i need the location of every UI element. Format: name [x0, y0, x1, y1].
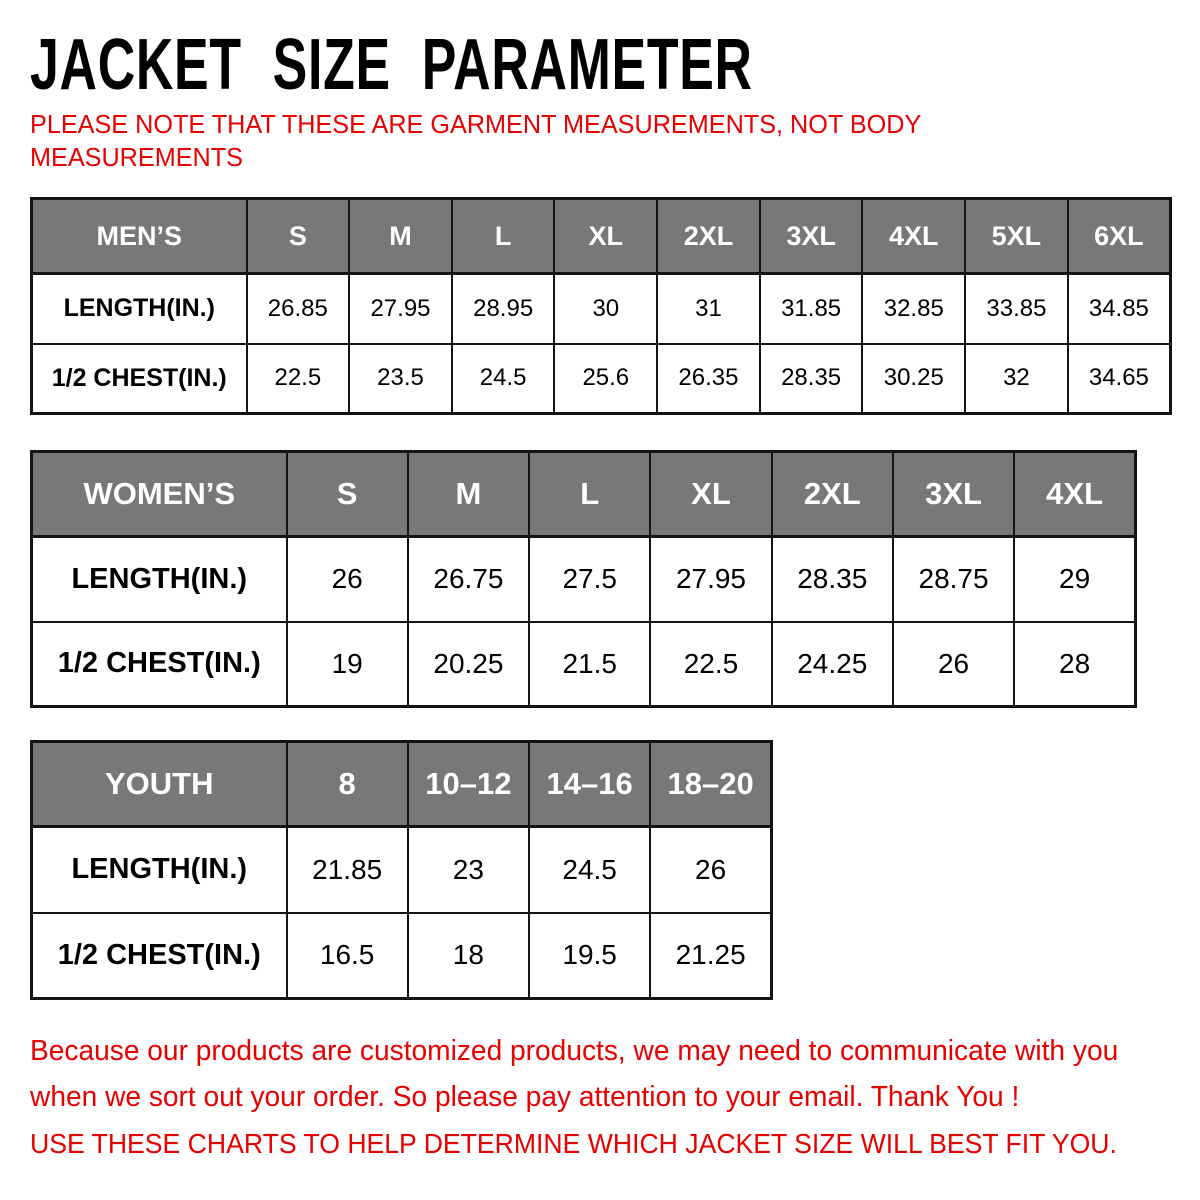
youth-size-header-3: 18–20	[649, 740, 773, 828]
womens-value-r1-c0: 19	[285, 620, 409, 708]
womens-size-header-4: 2XL	[770, 450, 894, 538]
mens-size-header-6: 4XL	[861, 197, 967, 275]
mens-value-r0-c8: 34.85	[1066, 272, 1172, 345]
mens-value-r0-c6: 32.85	[861, 272, 967, 345]
womens-value-r0-c0: 26	[285, 535, 409, 623]
mens-value-r1-c5: 28.35	[758, 342, 864, 415]
mens-size-table: MEN’S S M L XL 2XL 3XL 4XL 5XL 6XL LENGTH(IN.) 26.8…	[30, 197, 1172, 415]
womens-size-header-3: XL	[649, 450, 773, 538]
womens-data-row-0: LENGTH(IN.) 26 26.75 27.5 27.95 28.35 28.75 29	[30, 535, 1137, 623]
womens-data-row-1: 1/2 CHEST(IN.) 19 20.25 21.5 22.5 24.25 26 28	[30, 620, 1137, 708]
womens-size-header-5: 3XL	[891, 450, 1016, 538]
womens-header-row: WOMEN’S S M L XL 2XL 3XL 4XL	[30, 450, 1137, 538]
mens-value-r1-c7: 32	[964, 342, 1069, 415]
youth-size-header-2: 14–16	[527, 740, 652, 828]
mens-value-r1-c0: 22.5	[245, 342, 351, 415]
womens-value-r0-c3: 27.95	[649, 535, 773, 623]
mens-size-header-3: XL	[553, 197, 659, 275]
womens-value-r0-c4: 28.35	[770, 535, 894, 623]
mens-value-r1-c2: 24.5	[450, 342, 556, 415]
womens-value-r1-c6: 28	[1013, 620, 1137, 708]
womens-table-name-cell: WOMEN’S	[30, 450, 288, 538]
mens-value-r0-c3: 30	[553, 272, 659, 345]
womens-size-table-container: WOMEN’S S M L XL 2XL 3XL 4XL LENGTH(IN.) 26 26.75 2…	[30, 450, 1137, 708]
mens-size-table-container: MEN’S S M L XL 2XL 3XL 4XL 5XL 6XL LENGTH(IN.) 26.8…	[30, 197, 1172, 415]
mens-row-label-0: LENGTH(IN.)	[30, 272, 248, 345]
mens-value-r1-c1: 23.5	[348, 342, 453, 415]
youth-value-r0-c0: 21.85	[285, 825, 409, 914]
youth-size-table: YOUTH 8 10–12 14–16 18–20 LENGTH(IN.) 21.85 23 2…	[30, 740, 773, 1000]
mens-size-header-1: M	[348, 197, 453, 275]
youth-size-header-0: 8	[285, 740, 409, 828]
mens-data-row-1: 1/2 CHEST(IN.) 22.5 23.5 24.5 25.6 26.35 28.35…	[30, 342, 1172, 415]
mens-value-r0-c2: 28.95	[450, 272, 556, 345]
mens-size-header-0: S	[245, 197, 351, 275]
mens-size-header-4: 2XL	[656, 197, 761, 275]
youth-value-r0-c3: 26	[649, 825, 773, 914]
womens-value-r1-c4: 24.25	[770, 620, 894, 708]
mens-value-r1-c6: 30.25	[861, 342, 967, 415]
womens-size-header-1: M	[406, 450, 531, 538]
page-title: JACKET SIZE PARAMETER	[30, 25, 753, 105]
mens-value-r0-c0: 26.85	[245, 272, 351, 345]
mens-value-r1-c8: 34.65	[1066, 342, 1172, 415]
womens-size-header-6: 4XL	[1013, 450, 1137, 538]
mens-table-name-cell: MEN’S	[30, 197, 248, 275]
womens-value-r1-c1: 20.25	[406, 620, 531, 708]
customization-notice: Because our products are customized prod…	[30, 1035, 1119, 1113]
womens-value-r0-c5: 28.75	[891, 535, 1016, 623]
youth-header-row: YOUTH 8 10–12 14–16 18–20	[30, 740, 773, 828]
mens-value-r0-c5: 31.85	[758, 272, 864, 345]
mens-size-header-2: L	[450, 197, 556, 275]
youth-value-r1-c2: 19.5	[527, 911, 652, 1000]
mens-value-r1-c4: 26.35	[656, 342, 761, 415]
womens-value-r0-c6: 29	[1013, 535, 1137, 623]
mens-value-r0-c4: 31	[656, 272, 761, 345]
youth-size-table-container: YOUTH 8 10–12 14–16 18–20 LENGTH(IN.) 21.85 23 2…	[30, 740, 773, 1000]
womens-value-r0-c2: 27.5	[528, 535, 652, 623]
youth-table-name-cell: YOUTH	[30, 740, 288, 828]
mens-size-header-7: 5XL	[964, 197, 1069, 275]
womens-size-header-0: S	[285, 450, 409, 538]
youth-value-r1-c1: 18	[406, 911, 531, 1000]
mens-data-row-0: LENGTH(IN.) 26.85 27.95 28.95 30 31 31.85 32.85…	[30, 272, 1172, 345]
mens-value-r1-c3: 25.6	[553, 342, 659, 415]
womens-size-table: WOMEN’S S M L XL 2XL 3XL 4XL LENGTH(IN.) 26 26.75 2…	[30, 450, 1137, 708]
mens-row-label-1: 1/2 CHEST(IN.)	[30, 342, 248, 415]
mens-header-row: MEN’S S M L XL 2XL 3XL 4XL 5XL 6XL	[30, 197, 1172, 275]
mens-value-r0-c1: 27.95	[348, 272, 453, 345]
womens-row-label-0: LENGTH(IN.)	[30, 535, 288, 623]
youth-row-label-1: 1/2 CHEST(IN.)	[30, 911, 288, 1000]
youth-value-r0-c1: 23	[406, 825, 531, 914]
mens-value-r0-c7: 33.85	[964, 272, 1069, 345]
garment-measurement-note: PLEASE NOTE THAT THESE ARE GARMENT MEASU…	[30, 109, 921, 172]
womens-row-label-1: 1/2 CHEST(IN.)	[30, 620, 288, 708]
womens-value-r1-c5: 26	[891, 620, 1016, 708]
womens-value-r0-c1: 26.75	[406, 535, 531, 623]
chart-usage-note: USE THESE CHARTS TO HELP DETERMINE WHICH…	[30, 1128, 1117, 1159]
youth-value-r0-c2: 24.5	[527, 825, 652, 914]
mens-size-header-5: 3XL	[758, 197, 864, 275]
youth-data-row-0: LENGTH(IN.) 21.85 23 24.5 26	[30, 825, 773, 914]
youth-data-row-1: 1/2 CHEST(IN.) 16.5 18 19.5 21.25	[30, 911, 773, 1000]
youth-value-r1-c3: 21.25	[649, 911, 773, 1000]
womens-size-header-2: L	[528, 450, 652, 538]
youth-value-r1-c0: 16.5	[285, 911, 409, 1000]
youth-size-header-1: 10–12	[406, 740, 531, 828]
youth-row-label-0: LENGTH(IN.)	[30, 825, 288, 914]
womens-value-r1-c2: 21.5	[528, 620, 652, 708]
womens-value-r1-c3: 22.5	[649, 620, 773, 708]
mens-size-header-8: 6XL	[1066, 197, 1172, 275]
